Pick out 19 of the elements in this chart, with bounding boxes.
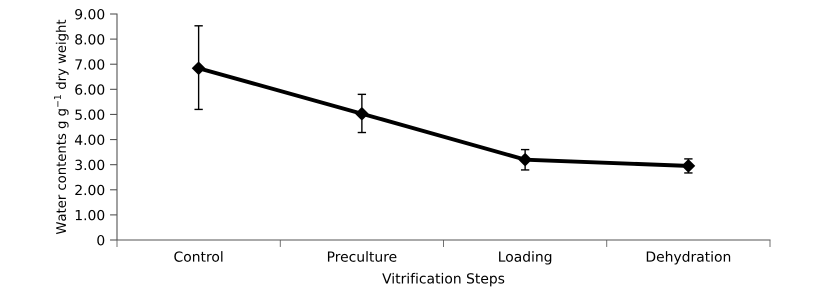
x-tick-label: Loading — [499, 251, 552, 265]
y-tick-label: 0 — [97, 234, 104, 246]
y-tick-label: 3.00 — [75, 160, 104, 170]
x-axis-title: Vitrification Steps — [382, 272, 504, 286]
x-tick-label: Preculture — [328, 251, 396, 262]
y-tick-label: 8.00 — [75, 34, 104, 45]
point — [518, 153, 532, 166]
x-tick-label: Control — [174, 251, 222, 262]
point — [192, 62, 206, 75]
y-tick-label: 9.00 — [75, 8, 104, 20]
y-tick-label: 2.00 — [75, 184, 104, 196]
y-tick-label: 4.00 — [74, 134, 104, 146]
y-tick-label: 6.00 — [75, 84, 104, 95]
point — [355, 107, 368, 120]
y-axis-title: Water contents g g$^{−1}$ dry weight — [54, 20, 69, 234]
y-tick-label: 1.00 — [76, 210, 104, 220]
y-tick-label: 7.00 — [75, 59, 104, 70]
x-tick-label: Dehydration — [646, 251, 730, 265]
y-tick-label: 5.00 — [75, 109, 104, 120]
